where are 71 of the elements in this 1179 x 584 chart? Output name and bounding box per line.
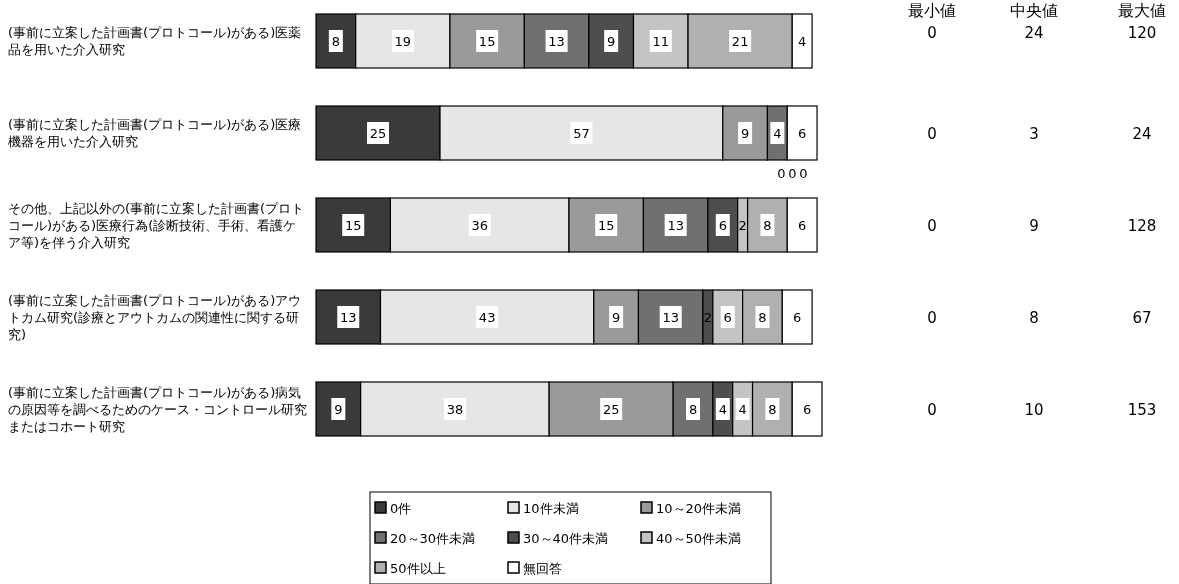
data-label: 128	[1127, 217, 1157, 235]
y-tick-label: (事前に立案した計画書(プロトコール)がある)アウトカム研究(診療とアウトカムの関連性に関する研究)	[8, 291, 303, 343]
data-label: 24	[1024, 24, 1044, 42]
y-tick-label: (事前に立案した計画書(プロトコール)がある)医薬品を用いた介入研究	[8, 24, 303, 58]
y-tick-label: (事前に立案した計画書(プロトコール)がある)医療機器を用いた介入研究	[8, 116, 303, 150]
legend-label: 10～20件未満	[656, 501, 742, 516]
data-label: 4	[718, 402, 727, 417]
data-label: 13	[548, 34, 565, 49]
data-label: 0	[927, 125, 937, 143]
legend-label: 10件未満	[523, 501, 579, 516]
data-label: 6	[723, 310, 732, 325]
data-label: 11	[652, 34, 670, 49]
data-label: 6	[718, 218, 727, 233]
data-label: 8	[758, 310, 767, 325]
data-label: 4	[798, 34, 807, 49]
data-label: 0	[799, 166, 808, 181]
data-label: 120	[1127, 24, 1157, 42]
y-tick-label: (事前に立案した計画書(プロトコール)がある)病気の原因等を調べるためのケース・コントロール研究またはコホート研究	[8, 383, 308, 435]
data-label: 6	[798, 126, 807, 141]
data-label: 8	[768, 402, 777, 417]
data-label: 0	[788, 166, 797, 181]
legend-label: 50件以上	[390, 561, 446, 576]
data-label: 0	[927, 217, 937, 235]
data-label: 15	[478, 34, 496, 49]
category-label: 中央値	[1010, 1, 1058, 20]
y-tick-label: その他、上記以外の(事前に立案した計画書(プロトコール)がある)医療行為(診断技術、手術、看護ケア等)を伴う介入研究	[8, 199, 306, 251]
data-label: 8	[763, 218, 772, 233]
data-label: 13	[339, 310, 357, 325]
data-label: 43	[478, 310, 496, 325]
data-label: 9	[611, 310, 621, 325]
data-label: 153	[1127, 401, 1157, 419]
data-label: 21	[731, 34, 749, 49]
data-label: 8	[1029, 309, 1039, 327]
data-label: 15	[597, 218, 615, 233]
category-label: 最小値	[908, 1, 956, 20]
data-label: 0	[927, 309, 937, 327]
data-label: 9	[607, 34, 616, 49]
data-label: 57	[573, 126, 590, 141]
data-label: 0	[927, 24, 937, 42]
data-label: 13	[667, 218, 684, 233]
data-label: 6	[798, 218, 807, 233]
category-label: 最大値	[1118, 1, 1166, 20]
data-label: 25	[602, 402, 620, 417]
data-label: 0	[777, 166, 786, 181]
data-label: 38	[446, 402, 464, 417]
data-label: 13	[662, 310, 679, 325]
data-label: 67	[1132, 309, 1152, 327]
data-label: 9	[1029, 217, 1039, 235]
data-label: 8	[331, 34, 340, 49]
data-label: 10	[1024, 401, 1044, 419]
data-label: 2	[703, 310, 713, 325]
data-label: 19	[394, 34, 412, 49]
data-label: 24	[1132, 125, 1152, 143]
legend-label: 20～30件未満	[390, 531, 476, 546]
data-label: 25	[369, 126, 387, 141]
data-label: 6	[793, 310, 802, 325]
data-label: 36	[471, 218, 488, 233]
data-label: 15	[344, 218, 362, 233]
data-label: 9	[740, 126, 750, 141]
data-label: 8	[688, 402, 698, 417]
data-label: 3	[1029, 125, 1039, 143]
data-label: 6	[802, 402, 812, 417]
data-label: 4	[738, 402, 747, 417]
data-label: 4	[773, 126, 782, 141]
legend-label: 40～50件未満	[656, 531, 742, 546]
data-label: 9	[334, 402, 343, 417]
legend-label: 0件	[390, 501, 412, 516]
data-label: 2	[738, 218, 747, 233]
legend-label: 30～40件未満	[523, 531, 609, 546]
data-label: 0	[927, 401, 937, 419]
legend-label: 無回答	[523, 561, 562, 576]
